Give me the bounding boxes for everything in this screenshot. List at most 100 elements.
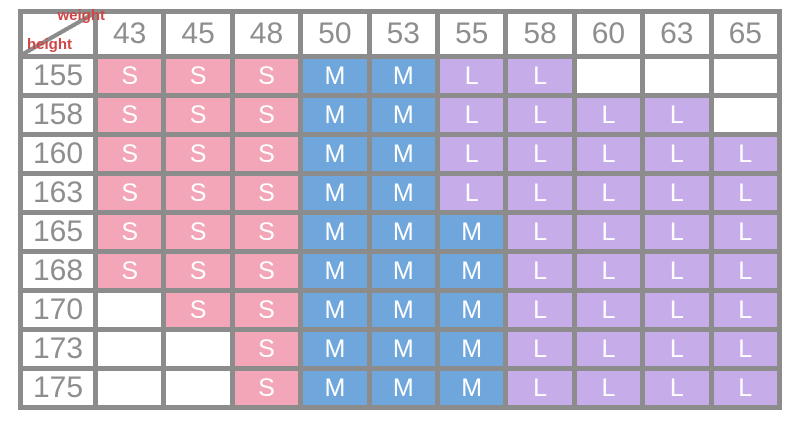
size-cell-l: L (645, 176, 709, 210)
size-cell-m: M (303, 215, 367, 249)
size-cell-s: S (234, 215, 299, 249)
size-cell-m: M (371, 215, 435, 249)
size-cell-m: M (371, 293, 435, 327)
size-cell-l: L (439, 176, 504, 210)
size-cell-l: L (713, 215, 777, 249)
table-row: 173 S M M M L L L L (23, 332, 777, 366)
weight-header: 53 (371, 14, 435, 54)
size-cell-empty (576, 59, 641, 93)
size-cell-s: S (166, 293, 230, 327)
size-cell-m: M (303, 176, 367, 210)
size-cell-s: S (234, 98, 299, 132)
size-cell-s: S (98, 176, 162, 210)
height-cell: 165 (23, 215, 93, 249)
size-cell-l: L (645, 215, 709, 249)
corner-cell: weight height (23, 7, 105, 54)
size-cell-s: S (98, 59, 162, 93)
size-cell-s: S (234, 293, 299, 327)
table-row: 175 S M M M L L L L (23, 371, 777, 405)
size-cell-l: L (439, 59, 504, 93)
size-cell-l: L (645, 371, 709, 405)
height-cell: 168 (23, 254, 93, 288)
size-cell-l: L (576, 137, 641, 171)
size-cell-l: L (508, 137, 572, 171)
weight-header: 50 (303, 14, 367, 54)
size-cell-l: L (576, 254, 641, 288)
size-cell-empty (166, 371, 230, 405)
table-row: 160 S S S M M L L L L L (23, 137, 777, 171)
size-cell-m: M (439, 254, 504, 288)
size-cell-l: L (645, 332, 709, 366)
size-cell-empty (98, 293, 162, 327)
size-cell-s: S (166, 137, 230, 171)
size-table-body: 155 S S S M M L L 158 S S S M M L L L L 160 S S S M M L L L L L 163 S S… (23, 59, 777, 405)
size-cell-m: M (371, 137, 435, 171)
size-cell-s: S (166, 176, 230, 210)
size-cell-s: S (166, 215, 230, 249)
size-table: weight height 43 45 48 50 53 55 58 60 63 65 155 S S… (18, 7, 782, 410)
height-cell: 155 (23, 59, 93, 93)
size-cell-empty (98, 332, 162, 366)
size-cell-l: L (508, 293, 572, 327)
size-cell-l: L (713, 176, 777, 210)
size-cell-m: M (371, 59, 435, 93)
weight-header: 48 (234, 14, 299, 54)
weight-header: 43 (98, 14, 162, 54)
size-cell-m: M (439, 332, 504, 366)
weight-header: 63 (645, 14, 709, 54)
size-cell-l: L (508, 215, 572, 249)
size-cell-l: L (576, 215, 641, 249)
weight-header: 45 (166, 14, 230, 54)
size-cell-m: M (371, 98, 435, 132)
size-cell-empty (713, 98, 777, 132)
table-row: 168 S S S M M M L L L L (23, 254, 777, 288)
size-cell-l: L (508, 176, 572, 210)
height-cell: 160 (23, 137, 93, 171)
size-cell-s: S (98, 215, 162, 249)
size-cell-l: L (508, 254, 572, 288)
table-row: 170 S S M M M L L L L (23, 293, 777, 327)
weight-header: 65 (713, 14, 777, 54)
size-cell-s: S (166, 59, 230, 93)
size-cell-m: M (371, 371, 435, 405)
size-cell-m: M (303, 98, 367, 132)
size-cell-l: L (576, 293, 641, 327)
size-cell-l: L (645, 98, 709, 132)
weight-axis-label: weight (57, 7, 106, 24)
size-cell-m: M (439, 293, 504, 327)
size-cell-m: M (303, 254, 367, 288)
table-row: 155 S S S M M L L (23, 59, 777, 93)
weight-header: 60 (576, 14, 641, 54)
size-cell-s: S (234, 254, 299, 288)
size-cell-l: L (439, 98, 504, 132)
height-axis-label: height (27, 36, 72, 53)
size-cell-l: L (713, 137, 777, 171)
size-cell-s: S (234, 137, 299, 171)
table-row: 158 S S S M M L L L L (23, 98, 777, 132)
size-cell-s: S (166, 254, 230, 288)
weight-header: 55 (439, 14, 504, 54)
size-cell-l: L (508, 332, 572, 366)
size-cell-s: S (98, 254, 162, 288)
size-cell-l: L (439, 137, 504, 171)
size-cell-s: S (234, 176, 299, 210)
weight-header: 58 (508, 14, 572, 54)
size-cell-empty (98, 371, 162, 405)
table-row: 165 S S S M M M L L L L (23, 215, 777, 249)
size-cell-m: M (371, 254, 435, 288)
height-cell: 170 (23, 293, 93, 327)
size-cell-m: M (303, 332, 367, 366)
size-cell-empty (166, 332, 230, 366)
size-cell-l: L (508, 371, 572, 405)
size-cell-l: L (576, 176, 641, 210)
size-cell-l: L (713, 293, 777, 327)
height-cell: 175 (23, 371, 93, 405)
height-cell: 158 (23, 98, 93, 132)
size-cell-l: L (576, 98, 641, 132)
size-cell-l: L (576, 371, 641, 405)
height-cell: 173 (23, 332, 93, 366)
size-cell-l: L (713, 254, 777, 288)
size-cell-l: L (713, 332, 777, 366)
size-cell-m: M (439, 371, 504, 405)
